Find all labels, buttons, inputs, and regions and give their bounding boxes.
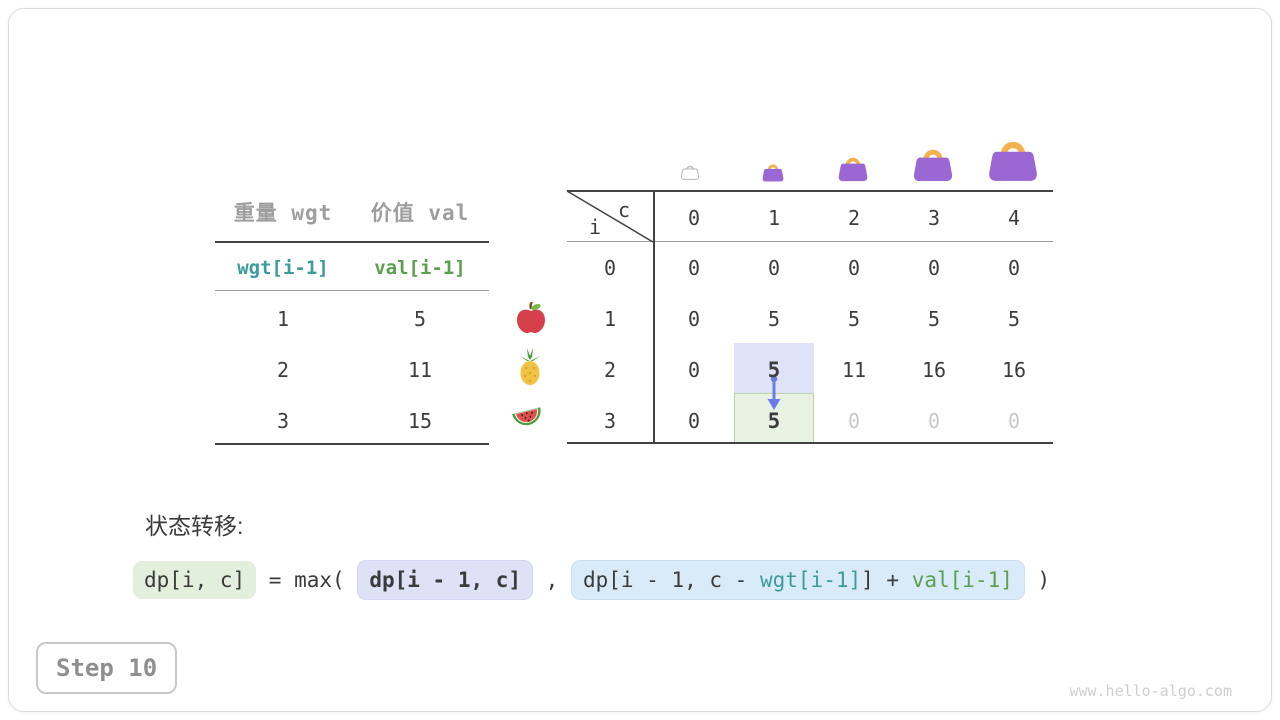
dp-col-header: 1 (767, 206, 781, 230)
dp-cell: 0 (687, 307, 701, 331)
item-weight: 1 (276, 307, 290, 331)
watermelon-icon (510, 397, 544, 431)
items-table-rule-top (215, 241, 489, 243)
dp-col-header: 3 (927, 206, 941, 230)
dp-cell: 0 (1007, 409, 1021, 433)
items-table-rule-mid (215, 290, 489, 291)
dp-row-header: 0 (603, 256, 617, 280)
apple-icon (514, 301, 548, 335)
corner-col-label: c (617, 198, 631, 222)
item-value: 15 (407, 409, 433, 433)
dp-cell: 0 (927, 256, 941, 280)
formula-arg-take: dp[i - 1, c - wgt[i-1]] + val[i-1] (570, 560, 1025, 600)
dp-cell: 16 (1001, 358, 1027, 382)
formula-arg-take-wgt: wgt[i-1] (759, 568, 862, 592)
dp-cell: 0 (847, 409, 861, 433)
bag-icon (913, 145, 953, 186)
formula-arg-keep: dp[i - 1, c] (357, 560, 534, 600)
dp-col-header: 0 (687, 206, 701, 230)
items-table-rule-bottom (215, 443, 489, 445)
formula-lhs: dp[i, c] (133, 561, 257, 599)
dp-col-header: 2 (847, 206, 861, 230)
dp-cell: 0 (1007, 256, 1021, 280)
dp-table-rule-header (567, 241, 1053, 242)
dp-cell: 11 (841, 358, 867, 382)
dp-cell: 5 (1007, 307, 1021, 331)
items-header-value: 价值 val (370, 201, 470, 225)
dp-table-rule-top (567, 190, 1053, 192)
dp-cell-compare: 5 (767, 358, 781, 382)
watermark: www.hello-algo.com (1069, 682, 1232, 700)
item-value: 11 (407, 358, 433, 382)
dp-cell: 0 (767, 256, 781, 280)
step-badge: Step 10 (36, 642, 178, 694)
item-value: 5 (413, 307, 427, 331)
formula-close-paren: ) (1024, 568, 1051, 592)
dp-table-rule-vertical (653, 191, 655, 443)
dp-row-header: 3 (603, 409, 617, 433)
item-weight: 2 (276, 358, 290, 382)
dp-cell: 5 (927, 307, 941, 331)
formula-operator: = max( (256, 568, 358, 592)
dp-row-header: 1 (603, 307, 617, 331)
state-transition-label: 状态转移: (145, 513, 244, 539)
items-subheader-val: val[i-1] (374, 257, 466, 279)
dp-col-header: 4 (1007, 206, 1021, 230)
formula-arg-take-val: val[i-1] (911, 568, 1013, 592)
formula-arg-take-plus: ] + (861, 568, 912, 592)
corner-row-label: i (588, 215, 602, 239)
dp-cell: 0 (847, 256, 861, 280)
dp-table-rule-bottom (567, 442, 1053, 444)
dp-cell: 16 (921, 358, 947, 382)
dp-cell: 0 (687, 358, 701, 382)
empty-bag-icon (680, 163, 700, 184)
bag-icon (988, 136, 1038, 186)
items-header-weight: 重量 wgt (233, 201, 333, 225)
dp-cell: 0 (927, 409, 941, 433)
bag-icon (762, 162, 784, 186)
dp-cell: 5 (767, 307, 781, 331)
formula-comma: , (533, 568, 571, 592)
items-subheader-wgt: wgt[i-1] (237, 257, 329, 279)
bag-icon (838, 154, 868, 186)
state-transition-formula: dp[i, c] = max( dp[i - 1, c] , dp[i - 1,… (133, 560, 1050, 600)
pineapple-icon (513, 348, 547, 385)
dp-row-header: 2 (603, 358, 617, 382)
item-weight: 3 (276, 409, 290, 433)
dp-cell: 0 (687, 256, 701, 280)
dp-cell: 5 (847, 307, 861, 331)
formula-arg-take-dp: dp[i - 1, c - (582, 568, 760, 592)
dp-cell: 0 (687, 409, 701, 433)
dp-cell-result: 5 (767, 409, 781, 433)
